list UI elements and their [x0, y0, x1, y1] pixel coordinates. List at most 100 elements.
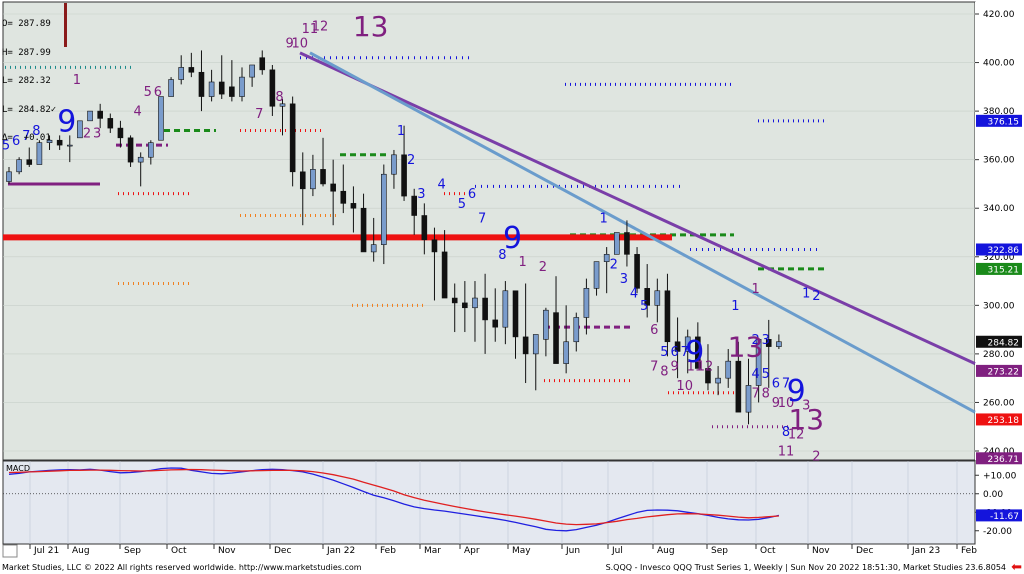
candle-body: [472, 297, 478, 309]
x-tick-label: Oct: [171, 546, 187, 556]
candle-body: [411, 195, 418, 216]
x-tick-label: Sep: [124, 546, 141, 556]
ohlc-box: O= 287.89 H= 287.99 L= 282.32 L= 284.82✓…: [2, 1, 56, 153]
x-tick-label: Jul 21: [33, 546, 59, 556]
td-count-label: 2: [812, 449, 820, 464]
td-count-label: 7: [681, 345, 689, 360]
x-tick-label: Aug: [657, 546, 675, 556]
x-tick-label: Dec: [856, 546, 873, 556]
scroll-box: [2, 544, 18, 558]
td-count-label: 5: [2, 139, 10, 154]
price-tag: [976, 114, 1022, 127]
td-count-label: 7: [22, 129, 30, 144]
candle-body: [87, 110, 93, 122]
candle-body: [350, 203, 357, 209]
td-count-label: 1: [802, 287, 810, 302]
price-tag: [976, 452, 1022, 465]
candle-body: [330, 183, 336, 192]
macd-plot: MACD+10.000.00-10.00-20.00-11.67: [3, 464, 1022, 537]
td-count-label: 9: [787, 374, 806, 409]
candle-body: [603, 254, 610, 262]
price-tag-label: 376.15: [988, 117, 1020, 127]
y-tick-label: 260.00: [983, 398, 1015, 408]
x-tick-label: Jan 23: [911, 546, 940, 556]
candle-body: [441, 251, 448, 299]
x-tick-label: Jun: [565, 546, 580, 556]
candle-body: [229, 86, 235, 97]
td-count-label: 10: [291, 37, 308, 52]
candle-body: [593, 261, 600, 289]
axis-panel-bg: [975, 2, 1023, 460]
price-tag: [976, 262, 1022, 275]
candle-body: [644, 288, 650, 306]
td-count-label: 13: [728, 330, 764, 363]
candle-body: [107, 118, 114, 129]
candle-body: [299, 171, 306, 190]
candle-body: [127, 137, 134, 163]
macd-y-tick-label: 0.00: [983, 490, 1003, 500]
td-count-label: 5: [640, 299, 648, 314]
time-axis: Jul 21 Aug Sep Oct Nov Dec Jan 22 Feb Mar Apr May J…: [2, 544, 977, 558]
candle-body: [573, 317, 580, 343]
signal-line: [8, 468, 779, 526]
td-count-label: 13: [353, 10, 389, 43]
candle-body: [310, 169, 316, 190]
candle-body: [320, 169, 326, 185]
candle-body: [512, 290, 519, 338]
td-count-label: 6: [154, 85, 162, 100]
td-count-label: 2: [751, 333, 759, 348]
td-count-label: 8: [782, 425, 790, 440]
td-count-label: 9: [772, 396, 780, 411]
td-count-label: 13: [788, 403, 824, 436]
trendline-blue: [309, 51, 976, 414]
candle-body: [178, 67, 185, 80]
td-count-label: 7: [255, 107, 263, 122]
td-count-label: 6: [650, 323, 658, 338]
x-tick-label: Nov: [812, 546, 830, 556]
x-tick-label: May: [512, 546, 531, 556]
candle-body: [137, 156, 144, 163]
y-tick-label: 380.00: [983, 107, 1015, 117]
candle-body: [370, 244, 377, 253]
candle-body: [208, 81, 215, 97]
candle-body: [117, 127, 124, 139]
td-count-label: 9: [285, 37, 293, 52]
candle-body: [421, 215, 428, 241]
candle-body: [218, 81, 225, 95]
td-count-label: 9: [57, 104, 76, 139]
candle-body: [745, 385, 752, 413]
td-count-label: 1: [73, 73, 81, 88]
td-count-label: 9: [503, 221, 522, 256]
candle-body: [188, 67, 195, 73]
td-count-label: 7: [650, 360, 658, 375]
td-count-label: 10: [676, 379, 693, 394]
candle-body: [522, 336, 529, 355]
price-tag: [976, 335, 1022, 348]
macd-current-tag: [976, 509, 1022, 522]
candle-body: [613, 232, 620, 255]
price-tag: [976, 364, 1022, 377]
scroll-left-arrow-icon[interactable]: ⬅: [1011, 559, 1022, 574]
price-tag-label: 236.71: [988, 455, 1020, 465]
x-tick-label: Oct: [760, 546, 776, 556]
td-count-label: 7: [478, 211, 486, 226]
candle-body: [462, 302, 468, 309]
td-count-label: 1: [397, 124, 405, 139]
td-count-label: 4: [630, 287, 638, 302]
candle-body: [269, 69, 276, 107]
candle-body: [56, 139, 63, 146]
td-count-label: 3: [93, 127, 101, 142]
td-count-label: 5: [660, 345, 668, 360]
td-count-label: 11: [302, 22, 319, 37]
macd-current-label: -11.67: [990, 512, 1019, 522]
candle-body: [26, 159, 33, 165]
td-count-label: 8: [32, 124, 40, 139]
td-count-label: 4: [134, 105, 142, 120]
td-count-label: 6: [12, 134, 20, 149]
td-count-label: 8: [498, 248, 506, 263]
td-count-label: 2: [83, 127, 91, 142]
td-count-label: 12: [697, 360, 714, 375]
td-count-label: 12: [312, 20, 329, 35]
td-count-label: 2: [539, 260, 547, 275]
